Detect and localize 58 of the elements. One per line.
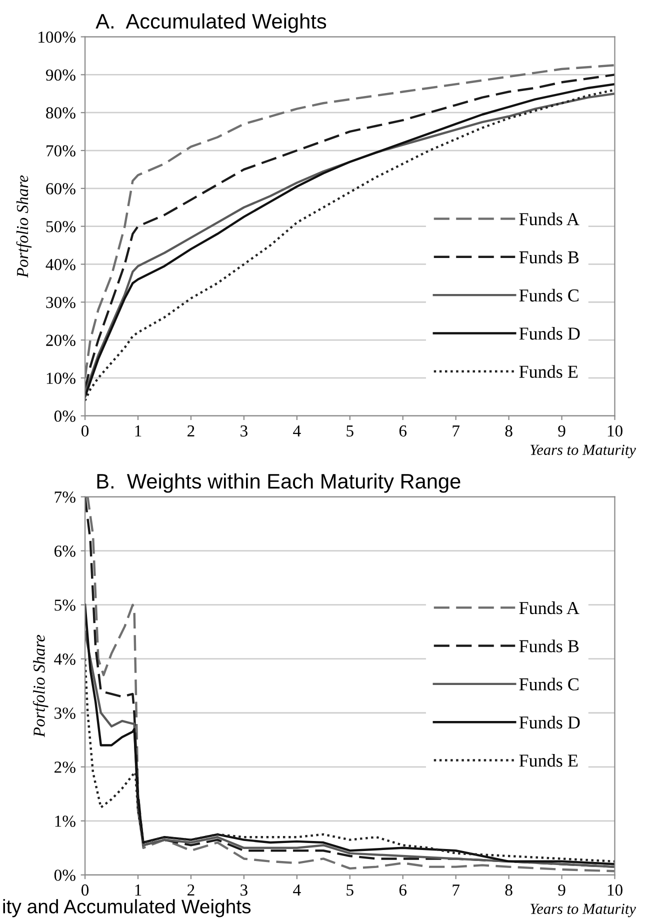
y-tick-label: 10% [46, 372, 76, 384]
x-tick-label: 5 [346, 884, 354, 896]
x-tick-label: 8 [505, 884, 512, 896]
x-tick-label: 4 [293, 884, 301, 896]
y-axis-title: Portfolio Share [32, 634, 48, 738]
legend-label: Funds A [519, 212, 580, 226]
x-tick-label: 10 [608, 884, 622, 896]
x-tick-label: 4 [293, 425, 301, 436]
y-tick-label: 50% [46, 221, 76, 232]
x-axis-title: Years to Maturity [530, 444, 636, 458]
y-tick-label: 30% [46, 296, 76, 308]
legend-label: Funds C [519, 288, 578, 302]
y-tick-label: 4% [54, 654, 76, 665]
y-tick-label: 70% [46, 145, 76, 157]
legend-label: Funds D [519, 327, 580, 340]
y-tick-label: 20% [46, 334, 76, 346]
legend-label: Funds E [519, 754, 578, 767]
x-tick-label: 7 [452, 426, 460, 436]
chart-title: A. Accumulated Weights [96, 13, 326, 33]
y-tick-label: 100% [38, 32, 76, 43]
x-tick-label: 9 [558, 425, 566, 437]
legend-label: Funds B [519, 640, 579, 652]
y-tick-label: 90% [46, 69, 76, 81]
y-tick-label: 40% [46, 258, 76, 270]
x-tick-label: 6 [399, 884, 407, 896]
y-axis-title: Portfolio Share [16, 175, 32, 278]
x-tick-label: 3 [240, 425, 248, 437]
x-tick-label: 0 [81, 425, 89, 437]
text: ity and Accumulated Weights [3, 899, 251, 918]
y-tick-label: 3% [54, 708, 76, 719]
y-tick-label: 60% [46, 183, 76, 194]
y-tick-label: 5% [54, 600, 76, 611]
x-tick-label: 7 [452, 884, 460, 896]
y-tick-label: 2% [54, 762, 76, 773]
x-tick-label: 1 [135, 425, 142, 436]
y-tick-label: 80% [46, 107, 76, 119]
x-tick-label: 2 [188, 884, 194, 896]
y-tick-label: 1% [55, 816, 76, 827]
legend-label: Funds C [519, 678, 578, 690]
legend-label: Funds B [519, 250, 579, 264]
legend-label: Funds D [519, 716, 580, 729]
x-tick-label: 0 [81, 884, 89, 896]
y-tick-label: 6% [54, 546, 76, 557]
y-tick-label: 0% [54, 410, 76, 422]
x-axis-title: Years to Maturity [530, 904, 636, 918]
x-tick-label: 3 [240, 884, 248, 896]
x-tick-label: 2 [188, 425, 194, 436]
legend-label: Funds A [519, 601, 580, 614]
y-tick-label: 7% [54, 492, 76, 503]
x-tick-label: 5 [346, 426, 354, 437]
legend-label: Funds E [519, 365, 578, 378]
x-tick-label: 8 [505, 425, 512, 437]
x-tick-label: 6 [399, 425, 407, 437]
y-tick-label: 0% [54, 870, 76, 881]
chart-title: B. Weights within Each Maturity Range [97, 473, 460, 493]
x-tick-label: 1 [135, 884, 142, 896]
x-tick-label: 9 [558, 884, 566, 896]
x-tick-label: 10 [608, 425, 622, 437]
